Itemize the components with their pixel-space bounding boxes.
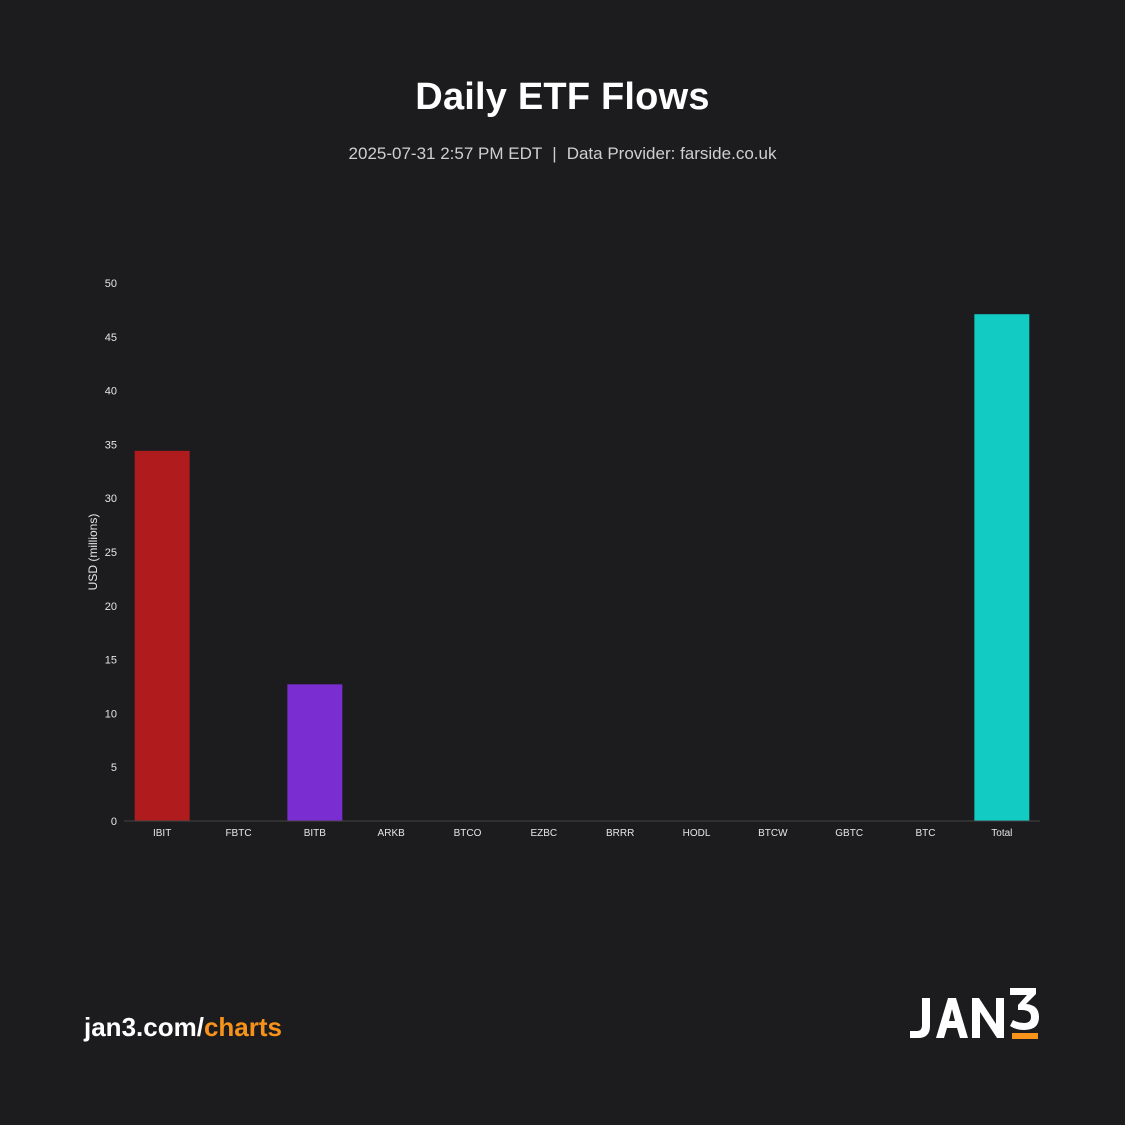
y-tick-label: 10 [105, 708, 117, 720]
charts-link-domain: jan3.com/ [84, 1012, 204, 1042]
x-axis: IBIT FBTC BITB ARKB BTCO EZBC BRRR HODL BTCW GBTC… [153, 828, 1012, 839]
bar-bitb [287, 684, 343, 821]
y-tick-label: 15 [105, 655, 117, 667]
x-tick-label: ARKB [378, 828, 406, 839]
y-tick-label: 25 [105, 547, 117, 559]
charts-link-path: charts [203, 1012, 282, 1042]
y-tick-label: 40 [105, 386, 117, 398]
y-tick-label: 20 [105, 601, 117, 613]
data-provider: Data Provider: farside.co.uk [566, 144, 777, 163]
x-tick-label: BRRR [606, 828, 634, 839]
charts-link[interactable]: jan3.com/charts [84, 1012, 282, 1043]
y-tick-label: 5 [111, 762, 117, 774]
y-tick-label: 35 [105, 439, 117, 451]
x-tick-label: Total [991, 828, 1012, 839]
chart-subtitle: 2025-07-31 2:57 PM EDT | Data Provider: fa… [0, 144, 1125, 164]
y-tick-label: 0 [111, 816, 117, 828]
x-tick-label: GBTC [835, 828, 863, 839]
chart-title: Daily ETF Flows [415, 76, 710, 118]
x-tick-label: BITB [304, 828, 327, 839]
subtitle-separator: | [552, 144, 557, 163]
y-axis: 0 5 10 15 20 25 30 35 40 45 50 [105, 278, 117, 828]
jan3-logo [910, 988, 1039, 1039]
y-axis-label: USD (millions) [86, 514, 100, 591]
bar-total [974, 314, 1030, 821]
bars [134, 314, 1030, 821]
x-tick-label: FBTC [225, 828, 251, 839]
x-tick-label: EZBC [530, 828, 557, 839]
x-tick-label: BTCW [758, 828, 788, 839]
x-tick-label: BTCO [454, 828, 482, 839]
x-tick-label: BTC [916, 828, 936, 839]
x-tick-label: HODL [683, 828, 711, 839]
y-tick-label: 45 [105, 332, 117, 344]
x-tick-label: IBIT [153, 828, 171, 839]
timestamp: 2025-07-31 2:57 PM EDT [348, 144, 543, 163]
y-tick-label: 50 [105, 278, 117, 290]
y-tick-label: 30 [105, 493, 117, 505]
bar-ibit [134, 450, 190, 821]
